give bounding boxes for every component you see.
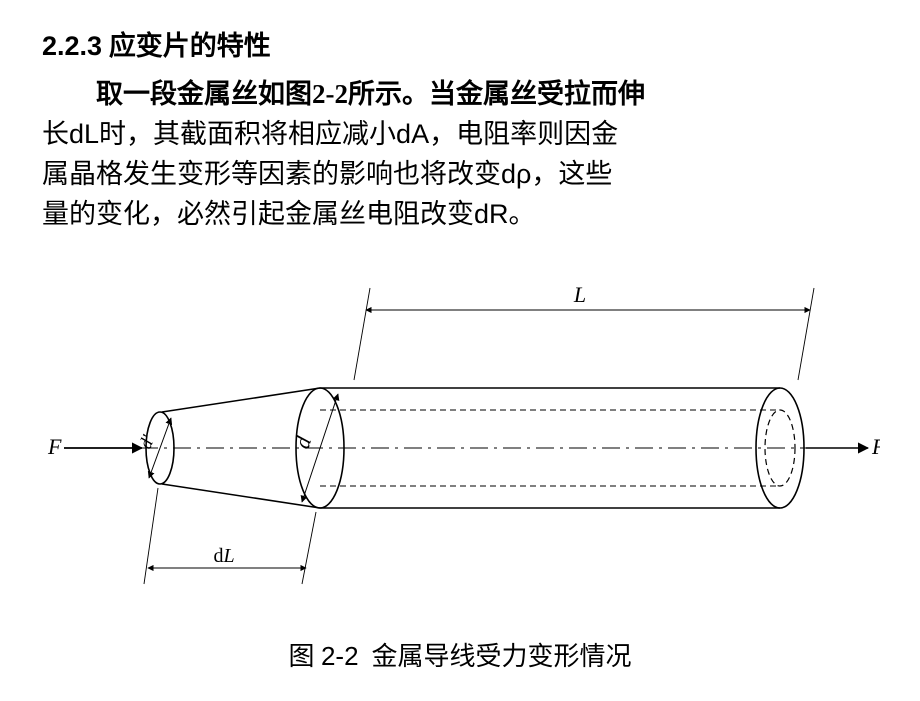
- label-dL: dL: [213, 545, 234, 567]
- caption-text: 金属导线受力变形情况: [372, 642, 632, 671]
- heading-title: 应变片的特性: [109, 31, 271, 61]
- label-L: L: [573, 282, 586, 307]
- para-l3c: ，这些: [531, 159, 612, 189]
- para-l4: 量的变化，必然引起金属丝电阻改变: [42, 199, 474, 229]
- figure-2-2: F F d′ d L dL: [40, 268, 880, 608]
- caption-num: 2-2: [321, 641, 359, 671]
- label-d-big: d: [289, 432, 316, 451]
- taper-top: [162, 388, 320, 412]
- ext-dL-left: [144, 488, 158, 584]
- wire-diagram-svg: F F d′ d L dL: [40, 268, 880, 608]
- heading-number: 2.2.3: [42, 31, 102, 61]
- para-l2c: 时，其截面积将相应减小: [99, 119, 396, 149]
- para-l3b: dρ: [501, 159, 531, 189]
- para-l2b: dL: [69, 119, 99, 149]
- para-l3: 属晶格发生变形等因素的影响也将改变: [42, 159, 501, 189]
- ext-L-right: [798, 288, 814, 380]
- para-line1: 取一段金属丝如图2-2所示。当金属丝受拉而伸: [96, 79, 645, 109]
- para-l2a: 长: [42, 119, 69, 149]
- body-paragraph: 取一段金属丝如图2-2所示。当金属丝受拉而伸 长dL时，其截面积将相应减小dA，…: [42, 74, 802, 234]
- para-l4b: dR: [474, 199, 509, 229]
- para-l2e: ，电阻率则因金: [429, 119, 618, 149]
- ext-L-left: [354, 288, 370, 380]
- label-F-right: F: [871, 434, 880, 459]
- para-l4c: 。: [509, 199, 536, 229]
- label-F-left: F: [47, 434, 62, 459]
- ext-dL-right: [302, 512, 316, 584]
- caption-prefix: 图: [288, 642, 314, 671]
- taper-bottom: [162, 484, 320, 508]
- figure-caption: 图 2-2 金属导线受力变形情况: [0, 636, 920, 673]
- section-heading: 2.2.3 应变片的特性: [42, 24, 271, 63]
- para-l2d: dA: [396, 119, 429, 149]
